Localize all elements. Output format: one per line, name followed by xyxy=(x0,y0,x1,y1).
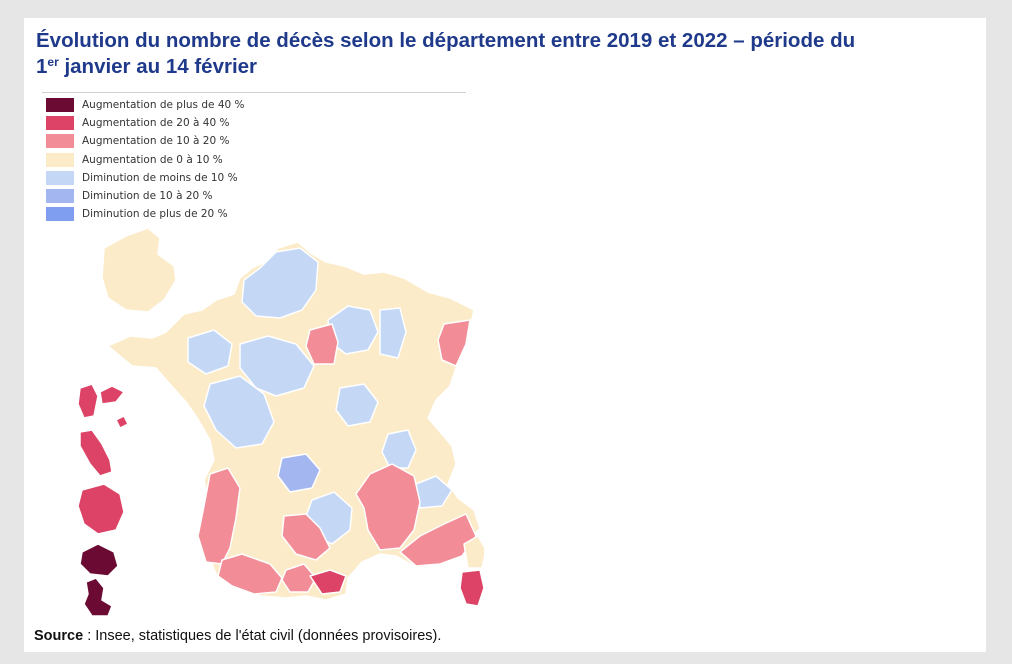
legend-label: Augmentation de 0 à 10 % xyxy=(82,153,223,166)
legend-top-rule xyxy=(42,92,466,93)
legend-item: Augmentation de 0 à 10 % xyxy=(46,151,245,169)
department-region xyxy=(79,543,119,577)
legend-item: Diminution de plus de 20 % xyxy=(46,205,245,223)
department-region xyxy=(335,383,379,427)
legend-swatch xyxy=(46,207,74,222)
department-region xyxy=(79,429,113,477)
title-line-2-rest: janvier au 14 février xyxy=(58,55,258,78)
legend-label: Augmentation de plus de 40 % xyxy=(82,99,245,112)
legend-label: Diminution de moins de 10 % xyxy=(82,171,238,184)
legend-label: Augmentation de 10 à 20 % xyxy=(82,135,230,148)
legend-item: Diminution de 10 à 20 % xyxy=(46,187,245,205)
department-region xyxy=(379,307,407,359)
figure-title: Évolution du nombre de décès selon le dé… xyxy=(36,28,966,80)
department-region xyxy=(77,483,125,535)
department-region xyxy=(355,463,421,551)
department-region xyxy=(277,453,321,493)
department-region xyxy=(399,513,477,567)
department-region xyxy=(197,467,241,565)
title-superscript: er xyxy=(47,55,59,69)
legend-swatch xyxy=(46,170,74,185)
legend-label: Augmentation de 20 à 40 % xyxy=(82,117,230,130)
legend-swatch xyxy=(46,189,74,204)
department-region xyxy=(381,429,417,469)
department-region xyxy=(101,227,177,313)
department-region xyxy=(437,319,471,367)
legend: Augmentation de plus de 40 % Augmentation… xyxy=(46,96,245,223)
department-region xyxy=(83,577,113,617)
department-region xyxy=(187,329,233,375)
department-region xyxy=(77,383,129,429)
legend-swatch xyxy=(46,116,74,131)
department-region xyxy=(281,563,317,593)
legend-label: Diminution de plus de 20 % xyxy=(82,208,228,221)
legend-swatch xyxy=(46,98,74,113)
france-deaths-choropleth-map xyxy=(77,227,484,617)
legend-item: Augmentation de 20 à 40 % xyxy=(46,114,245,132)
source-label: Source xyxy=(34,628,84,644)
department-region xyxy=(241,247,319,319)
department-region xyxy=(463,535,484,569)
title-line-1: Évolution du nombre de décès selon le dé… xyxy=(36,29,856,52)
legend-swatch xyxy=(46,152,74,167)
legend-item: Augmentation de 10 à 20 % xyxy=(46,132,245,150)
department-region xyxy=(239,335,315,397)
legend-item: Diminution de moins de 10 % xyxy=(46,169,245,187)
legend-item: Augmentation de plus de 40 % xyxy=(46,96,245,114)
title-line-2-prefix: 1 xyxy=(36,55,48,78)
figure-card: Évolution du nombre de décès selon le dé… xyxy=(24,18,986,652)
department-region xyxy=(459,569,484,607)
legend-swatch xyxy=(46,134,74,149)
source-note: Source : Insee, statistiques de l'état c… xyxy=(34,628,441,644)
department-region xyxy=(305,323,339,365)
department-region xyxy=(203,375,275,449)
legend-label: Diminution de 10 à 20 % xyxy=(82,190,213,203)
department-region xyxy=(217,553,283,595)
source-text: : Insee, statistiques de l'état civil (d… xyxy=(83,628,442,644)
department-region xyxy=(281,513,331,561)
department-region xyxy=(309,569,347,595)
